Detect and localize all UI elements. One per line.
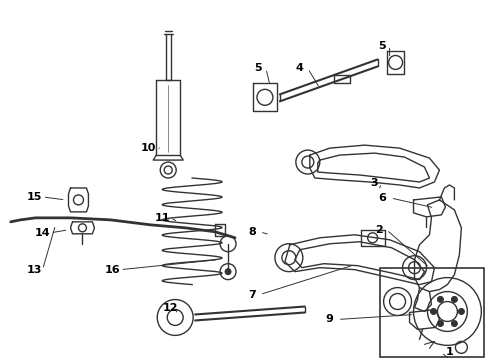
Text: 12: 12	[163, 302, 178, 312]
Text: 13: 13	[27, 265, 42, 275]
Text: 4: 4	[296, 63, 304, 73]
Circle shape	[438, 320, 443, 327]
Circle shape	[431, 309, 437, 315]
Text: 7: 7	[248, 289, 256, 300]
Text: 2: 2	[375, 225, 383, 235]
Circle shape	[225, 269, 231, 275]
Text: 10: 10	[141, 143, 156, 153]
Text: 5: 5	[254, 63, 262, 73]
Text: 15: 15	[27, 192, 42, 202]
Text: 1: 1	[445, 347, 453, 357]
Text: 14: 14	[35, 228, 50, 238]
Circle shape	[458, 309, 465, 315]
Circle shape	[451, 320, 457, 327]
Text: 3: 3	[370, 178, 377, 188]
Text: 8: 8	[248, 227, 256, 237]
Text: 9: 9	[326, 314, 334, 324]
Text: 16: 16	[104, 265, 120, 275]
Text: 5: 5	[378, 41, 386, 50]
Circle shape	[438, 296, 443, 302]
Circle shape	[451, 296, 457, 302]
Text: 11: 11	[154, 213, 170, 223]
Bar	[380, 268, 484, 357]
Text: 6: 6	[379, 193, 387, 203]
